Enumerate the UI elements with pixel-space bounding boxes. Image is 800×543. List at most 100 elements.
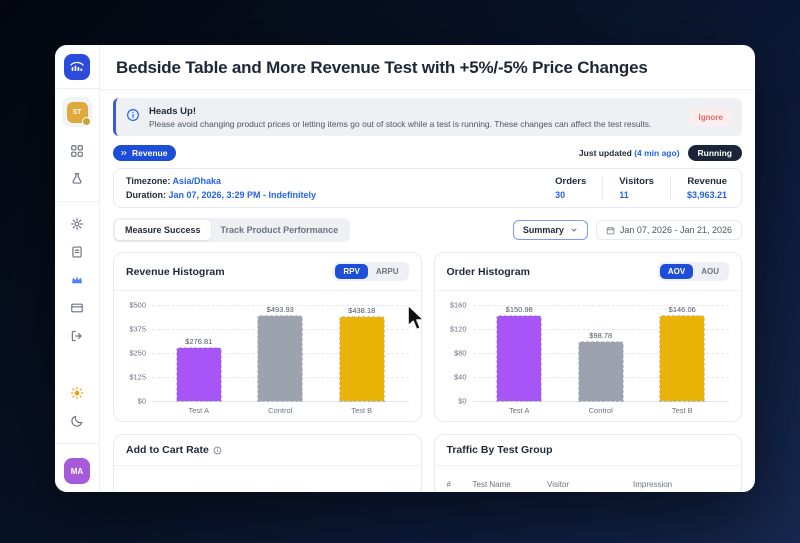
tab-measure-success[interactable]: Measure Success xyxy=(115,220,211,240)
meta-row: Revenue Just updated (4 min ago) Running xyxy=(113,145,742,161)
y-tick-label: $125 xyxy=(129,372,146,382)
x-axis-label: Test B xyxy=(351,406,373,415)
y-tick-label: $80 xyxy=(453,348,467,358)
x-axis-label: Test A xyxy=(509,406,530,415)
toggle-rpv[interactable]: RPV xyxy=(335,264,368,279)
store-badge-icon xyxy=(82,117,91,126)
stat-visitors: Visitors 11 xyxy=(602,176,670,200)
sidebar-divider xyxy=(55,443,100,444)
dashboard-grid-icon[interactable] xyxy=(69,143,85,159)
content: Heads Up! Please avoid changing product … xyxy=(100,90,755,492)
gridline xyxy=(472,401,729,402)
store-switcher[interactable]: ST xyxy=(62,97,92,127)
info-circle-icon xyxy=(126,108,140,127)
add-to-cart-rate-card: Add to Cart Rate xyxy=(113,434,422,492)
calendar-icon xyxy=(606,226,615,234)
app-logo-icon xyxy=(70,61,84,71)
y-tick-label: $250 xyxy=(129,348,146,358)
bar-value-label: $438.18 xyxy=(348,305,376,315)
heads-up-banner: Heads Up! Please avoid changing product … xyxy=(113,98,742,136)
store-avatar: ST xyxy=(66,101,88,123)
date-range-picker[interactable]: Jan 07, 2026 - Jan 21, 2026 xyxy=(595,220,742,240)
banner-message: Please avoid changing product prices or … xyxy=(149,118,652,129)
col-impression: Impression xyxy=(633,480,673,489)
status-badge: Running xyxy=(687,145,742,161)
page-title: Bedside Table and More Revenue Test with… xyxy=(116,58,648,77)
stat-orders: Orders 30 xyxy=(555,176,587,200)
ignore-button[interactable]: Ignore xyxy=(689,108,732,126)
gridline xyxy=(472,305,729,306)
stat-revenue: Revenue $3,963.21 xyxy=(669,176,729,200)
revenue-badge-icon xyxy=(121,150,127,156)
logout-icon[interactable] xyxy=(69,328,85,344)
light-mode-sun-icon[interactable] xyxy=(69,385,85,401)
y-tick-label: $160 xyxy=(449,300,467,310)
tab-group: Measure Success Track Product Performanc… xyxy=(113,218,351,242)
summary-select[interactable]: Summary xyxy=(512,220,588,240)
app-window: ST xyxy=(55,45,755,492)
plan-crown-icon[interactable] xyxy=(69,272,85,288)
x-axis-label: Test A xyxy=(188,406,209,415)
sidebar: ST xyxy=(55,45,100,492)
col-visitor: Visitor xyxy=(547,480,570,489)
bar-test-a xyxy=(496,315,543,402)
main-panel: Bedside Table and More Revenue Test with… xyxy=(100,45,755,492)
y-tick-label: $0 xyxy=(458,396,467,406)
chart-title: Revenue Histogram xyxy=(126,265,225,278)
chart-title: Order Histogram xyxy=(446,265,530,278)
bar-chart: $160 $120 $80 $40 $0 $150.98 $98.78 $146.06 Te… xyxy=(435,291,742,421)
card-title: Traffic By Test Group xyxy=(446,444,553,456)
col-number: # xyxy=(446,480,451,489)
chevron-down-icon xyxy=(571,228,577,232)
x-axis-label: Test B xyxy=(671,406,693,415)
gridline xyxy=(152,401,409,402)
aov-aou-toggle: AOV AOU xyxy=(657,262,729,281)
app-logo[interactable] xyxy=(64,54,90,80)
bar-value-label: $276.81 xyxy=(185,336,213,346)
timezone-row: Timezone: Asia/Dhaka xyxy=(126,176,222,186)
revenue-histogram-card: Revenue Histogram RPV ARPU $500 $375 $250 $… xyxy=(113,252,422,422)
gridline xyxy=(152,305,409,306)
sidebar-divider xyxy=(55,201,100,202)
bar-control xyxy=(577,340,624,403)
sidebar-divider xyxy=(55,88,100,89)
test-details-box: Timezone: Asia/Dhaka Duration: Jan 07, 2… xyxy=(113,168,742,208)
toggle-aou[interactable]: AOU xyxy=(701,267,719,276)
stats-group: Orders 30 Visitors 11 Revenue $3,963.21 xyxy=(539,176,729,200)
traffic-by-test-group-card: Traffic By Test Group # Test Name Visito… xyxy=(433,434,742,492)
card-title: Add to Cart Rate xyxy=(126,444,222,456)
tab-track-product-performance[interactable]: Track Product Performance xyxy=(220,225,339,235)
toggle-aov[interactable]: AOV xyxy=(659,264,694,279)
x-axis-label: Control xyxy=(588,406,613,415)
y-tick-label: $375 xyxy=(129,324,146,334)
bar-value-label: $146.06 xyxy=(668,305,696,314)
bar-chart: $500 $375 $250 $125 $0 $276.81 $493.93 $438.18… xyxy=(114,291,421,421)
bar-test-a xyxy=(175,346,222,403)
banner-title: Heads Up! xyxy=(149,105,196,117)
dark-mode-moon-icon[interactable] xyxy=(69,413,85,429)
documents-icon[interactable] xyxy=(69,244,85,260)
bar-control xyxy=(257,315,304,402)
tabs-row: Measure Success Track Product Performanc… xyxy=(113,218,742,242)
rpv-arpu-toggle: RPV ARPU xyxy=(333,262,409,281)
gridline xyxy=(472,329,729,330)
page-header: Bedside Table and More Revenue Test with… xyxy=(100,45,755,90)
bar-test-b xyxy=(659,315,706,402)
settings-gear-icon[interactable] xyxy=(69,216,85,232)
toggle-arpu[interactable]: ARPU xyxy=(375,267,399,276)
info-icon[interactable] xyxy=(213,446,222,455)
col-test-name: Test Name xyxy=(472,480,511,489)
bar-value-label: $98.78 xyxy=(589,330,613,340)
y-tick-label: $0 xyxy=(137,396,146,406)
bar-value-label: $493.93 xyxy=(266,305,294,314)
user-avatar[interactable]: MA xyxy=(64,458,90,484)
bar-value-label: $150.98 xyxy=(505,305,533,314)
y-tick-label: $40 xyxy=(453,372,467,382)
order-histogram-card: Order Histogram AOV AOU $160 $120 $80 $40 $0… xyxy=(433,252,742,422)
bar-test-b xyxy=(338,315,385,403)
y-tick-label: $120 xyxy=(449,324,467,334)
duration-row: Duration: Jan 07, 2026, 3:29 PM - Indefi… xyxy=(126,190,317,200)
ab-test-flask-icon[interactable] xyxy=(69,171,85,187)
y-tick-label: $500 xyxy=(129,300,146,310)
billing-card-icon[interactable] xyxy=(69,300,85,316)
